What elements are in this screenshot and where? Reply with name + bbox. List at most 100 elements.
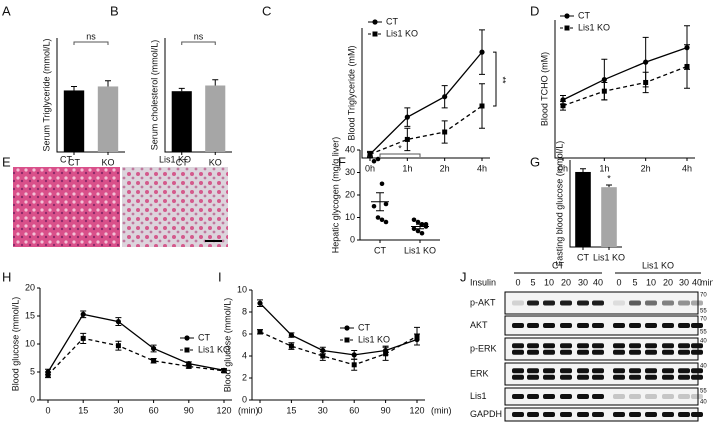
blot-row-label: ERK xyxy=(470,368,489,378)
marker xyxy=(367,151,373,157)
blot-band xyxy=(678,374,690,380)
blot-row-label: AKT xyxy=(470,320,488,330)
blot-band xyxy=(645,394,657,399)
x-tick-label: 0 xyxy=(45,405,50,415)
blot-treatment: Insulin xyxy=(470,277,496,287)
data-point xyxy=(383,219,389,225)
blot-band xyxy=(613,300,625,306)
bar xyxy=(205,85,226,152)
bar xyxy=(601,187,617,247)
line xyxy=(259,302,418,356)
blot-band xyxy=(560,300,572,306)
blot-band xyxy=(592,323,604,328)
blot-group: CT xyxy=(552,260,564,270)
blot-band xyxy=(560,349,572,355)
marker xyxy=(643,59,649,65)
blot-band xyxy=(691,394,703,399)
marker xyxy=(151,358,157,364)
line xyxy=(47,313,225,373)
error-bar xyxy=(606,184,612,188)
blot-band xyxy=(543,368,555,374)
marker xyxy=(479,103,485,109)
panel-label: C xyxy=(262,3,271,18)
data-point xyxy=(371,158,377,164)
y-axis-label: Blood Triglyceride (mM) xyxy=(346,45,356,140)
line xyxy=(562,65,688,107)
marker xyxy=(115,343,121,349)
marker xyxy=(442,129,448,135)
y-tick-label: 6 xyxy=(242,328,247,338)
x-axis-label: (min) xyxy=(431,405,452,415)
data-point xyxy=(383,201,389,207)
x-tick-label: 2h xyxy=(440,163,450,173)
marker xyxy=(601,88,607,94)
blot-row-label: GAPDH xyxy=(470,409,502,419)
blot-band xyxy=(613,394,625,399)
y-axis-label: Serum Triglyceride (mmol/L) xyxy=(41,38,51,151)
blot-band xyxy=(527,394,539,399)
axis xyxy=(554,20,695,159)
blot-band xyxy=(645,374,657,380)
blot-band xyxy=(527,343,539,349)
blot-band xyxy=(592,343,604,349)
blot-band xyxy=(678,323,690,328)
marker xyxy=(643,79,649,85)
blot-band xyxy=(662,343,674,349)
blot-band xyxy=(577,368,589,374)
blot-band xyxy=(629,323,641,328)
blot-band xyxy=(629,374,641,380)
x-tick-label: KO xyxy=(209,157,222,167)
error-bar xyxy=(71,85,77,91)
y-axis-label: Serum cholesterol (mmol/L) xyxy=(149,40,159,151)
marker xyxy=(151,345,157,352)
marker xyxy=(442,94,448,100)
x-tick-label: KO xyxy=(101,157,114,167)
mw-marker: 55 xyxy=(700,330,707,336)
blot-band xyxy=(645,368,657,374)
marker xyxy=(45,372,51,378)
blot-band xyxy=(512,343,524,349)
marker xyxy=(351,362,357,368)
panel-label: H xyxy=(2,269,11,284)
blot-row-label: p-AKT xyxy=(470,297,496,307)
blot-dose: 5 xyxy=(530,277,535,287)
blot-band xyxy=(645,300,657,306)
blot-band xyxy=(543,349,555,355)
blot-band xyxy=(629,300,641,306)
data-point xyxy=(411,226,417,232)
legend-marker xyxy=(564,13,570,19)
bar xyxy=(97,86,119,152)
blot-band xyxy=(512,323,524,328)
blot-dose: 10 xyxy=(646,277,656,287)
x-tick-label: 0h xyxy=(365,163,375,173)
data-point xyxy=(423,221,429,227)
blot-band xyxy=(577,412,589,417)
y-axis-label: Hepatic glycogen (mg/g liver) xyxy=(330,137,340,254)
blot-band xyxy=(560,323,572,328)
y-tick-label: 8 xyxy=(242,306,247,316)
marker xyxy=(80,335,86,341)
blot-band xyxy=(662,349,674,355)
x-tick-label: 15 xyxy=(78,405,88,415)
blot-band xyxy=(543,394,555,399)
blot-dose: 0 xyxy=(515,277,520,287)
blot-band xyxy=(662,300,674,306)
x-tick-label: 60 xyxy=(349,405,359,415)
mw-marker: 55 xyxy=(700,309,707,315)
panel-label: B xyxy=(110,3,119,18)
bar xyxy=(575,171,591,247)
y-axis-label: Blood glucose (mmol/L) xyxy=(222,298,232,393)
blot-band xyxy=(560,394,572,399)
blot-band xyxy=(645,323,657,328)
legend-marker xyxy=(184,347,190,353)
blot-dose: 20 xyxy=(663,277,673,287)
blot-band xyxy=(512,412,524,417)
blot-group: Lis1 KO xyxy=(642,260,674,270)
axis xyxy=(361,28,490,159)
legend-label: CT xyxy=(358,322,370,332)
blot-band xyxy=(645,349,657,355)
blot-band xyxy=(613,349,625,355)
marker xyxy=(404,136,410,142)
blot-band xyxy=(691,343,703,349)
panel-label: D xyxy=(530,3,539,18)
